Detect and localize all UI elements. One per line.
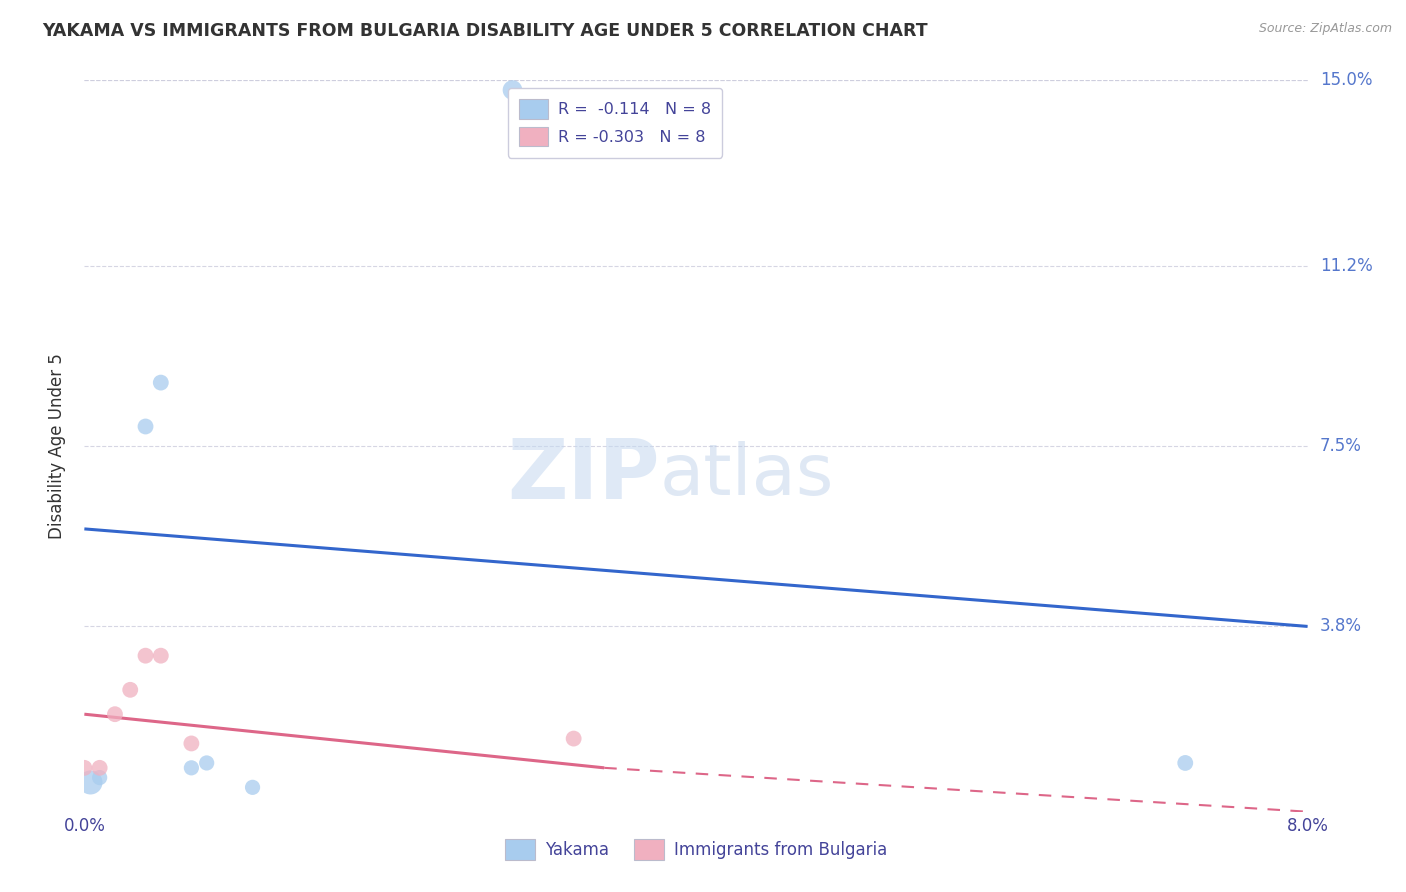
Point bbox=[149, 648, 172, 663]
Text: ZIP: ZIP bbox=[506, 434, 659, 516]
Text: 11.2%: 11.2% bbox=[1320, 257, 1372, 275]
Point bbox=[180, 736, 202, 750]
Point bbox=[89, 761, 111, 775]
Legend: Yakama, Immigrants from Bulgaria: Yakama, Immigrants from Bulgaria bbox=[492, 826, 900, 873]
Text: 15.0%: 15.0% bbox=[1320, 71, 1372, 89]
Point bbox=[149, 376, 172, 390]
Point bbox=[104, 707, 127, 722]
Point bbox=[242, 780, 264, 795]
Text: atlas: atlas bbox=[659, 441, 834, 509]
Point bbox=[73, 761, 96, 775]
Text: Source: ZipAtlas.com: Source: ZipAtlas.com bbox=[1258, 22, 1392, 36]
Point bbox=[180, 761, 202, 775]
Point bbox=[135, 419, 157, 434]
Point bbox=[79, 775, 101, 789]
Point bbox=[135, 648, 157, 663]
Text: 3.8%: 3.8% bbox=[1320, 617, 1362, 635]
Text: YAKAMA VS IMMIGRANTS FROM BULGARIA DISABILITY AGE UNDER 5 CORRELATION CHART: YAKAMA VS IMMIGRANTS FROM BULGARIA DISAB… bbox=[42, 22, 928, 40]
Point bbox=[195, 756, 218, 770]
Point bbox=[501, 83, 523, 97]
Text: 7.5%: 7.5% bbox=[1320, 437, 1361, 455]
Y-axis label: Disability Age Under 5: Disability Age Under 5 bbox=[48, 353, 66, 539]
Point bbox=[1174, 756, 1197, 770]
Point bbox=[89, 771, 111, 785]
Point bbox=[562, 731, 585, 746]
Point bbox=[120, 682, 142, 697]
